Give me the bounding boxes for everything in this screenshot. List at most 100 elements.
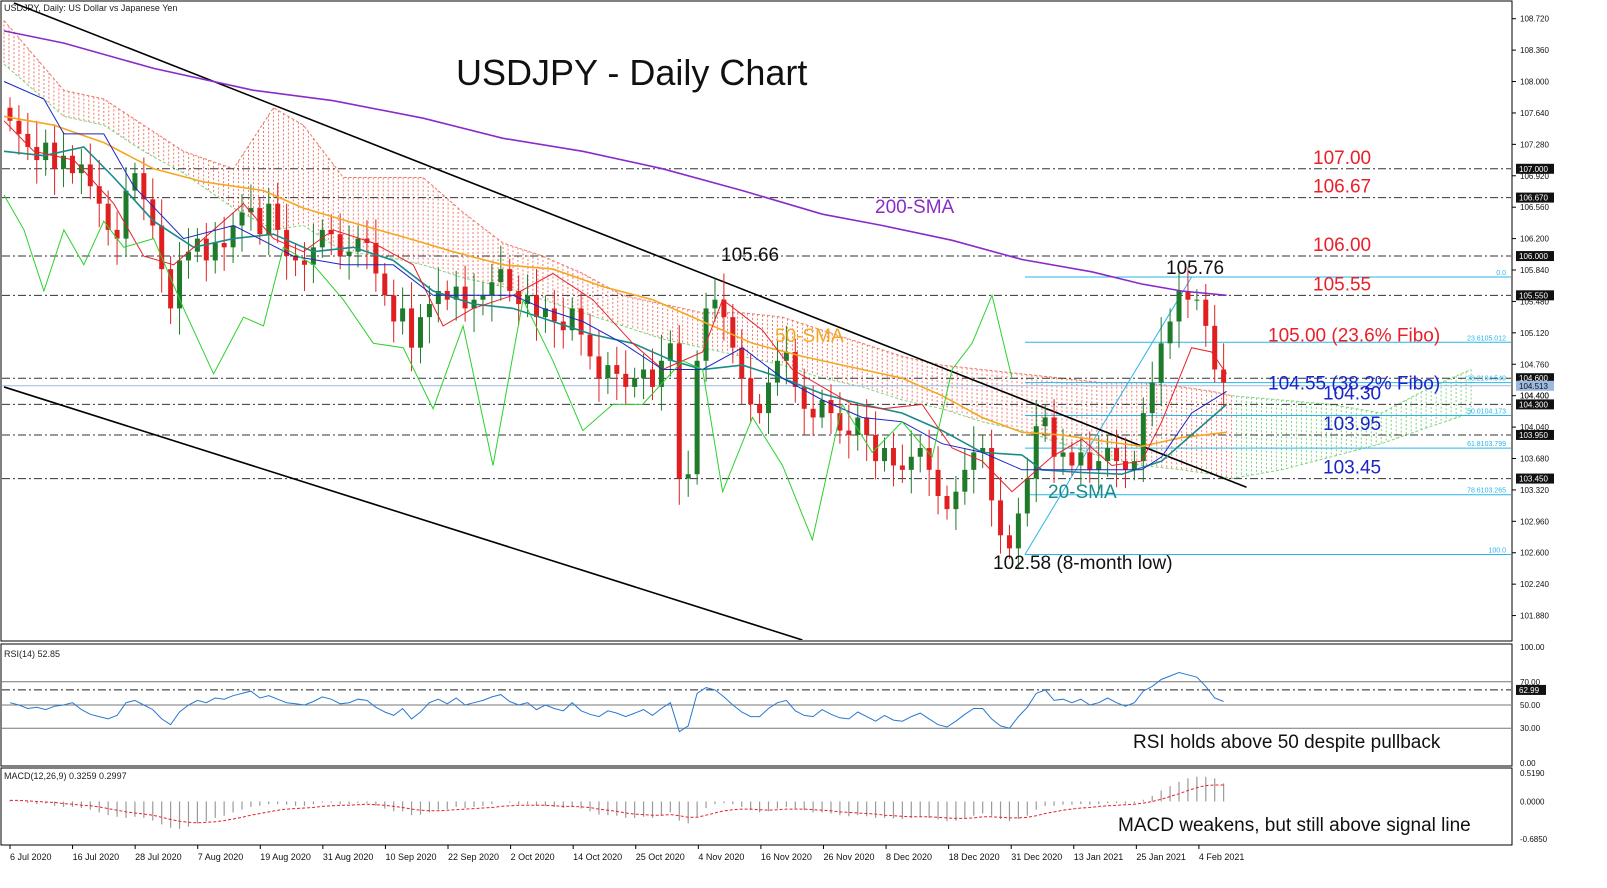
price-tick-label: 106.560 [1520, 203, 1549, 212]
candle-body [1087, 452, 1093, 470]
macd-frame [0, 767, 1513, 846]
price-tick-label: 104.040 [1520, 423, 1549, 432]
fib-label-78.6: 78.6103.265 [1467, 488, 1506, 495]
candle-body [123, 190, 129, 239]
candle-body [400, 308, 406, 322]
ichimoku-cloud [3, 20, 1472, 480]
candle-body [194, 238, 200, 252]
candle-body [605, 365, 611, 379]
senkou-future-b [1231, 412, 1472, 480]
date-label: 25 Jan 2021 [1136, 852, 1186, 862]
sma50-label: 50-SMA [775, 326, 844, 347]
candle-body [346, 251, 352, 257]
sma20-label: 20-SMA [1048, 482, 1117, 503]
price-tick-label: 103.680 [1520, 454, 1549, 463]
candle-body [507, 269, 513, 291]
date-label: 4 Nov 2020 [698, 852, 744, 862]
fib-label-50.0: 50.0104.173 [1467, 408, 1506, 415]
high-label-105-66: 105.66 [721, 245, 779, 266]
candle-body [1051, 417, 1057, 457]
candle-body [551, 308, 557, 322]
candle-body [1158, 343, 1164, 383]
candle-body [1212, 325, 1218, 370]
price-box [1516, 373, 1554, 384]
candle-body [462, 286, 468, 309]
price-box [1516, 429, 1554, 440]
candle-body [275, 203, 281, 230]
candle-body [998, 500, 1004, 536]
level-annotation-5: 104.55 (38.2% Fibo) [1268, 374, 1440, 395]
candle-body [248, 208, 254, 213]
candle-body [917, 448, 923, 457]
candle-body [221, 242, 227, 248]
candle-body [792, 352, 798, 387]
date-label: 22 Sep 2020 [448, 852, 499, 862]
candle-body [480, 295, 486, 300]
candle-body [1060, 452, 1066, 457]
candle-body [676, 343, 682, 479]
price-box-label: 103.950 [1519, 431, 1548, 440]
candle-body [284, 229, 290, 257]
candle-body [382, 273, 388, 296]
fib-label-38.2: 38.2104.549 [1467, 376, 1506, 383]
candle-body [757, 404, 763, 414]
candle-body [355, 238, 361, 252]
candle-body [748, 378, 754, 405]
price-extra-label: 104.400 [1520, 392, 1549, 401]
candle-body [417, 317, 423, 348]
candle-body [569, 308, 575, 331]
candle-body [1006, 535, 1012, 549]
date-label: 19 Aug 2020 [260, 852, 311, 862]
candle-body [935, 469, 941, 497]
price-box [1516, 251, 1554, 262]
candle-body [489, 282, 495, 296]
candle-body [257, 208, 263, 235]
candle-body [1203, 299, 1209, 326]
candle-body [25, 133, 31, 147]
candle-body [641, 369, 647, 379]
candle-body [1114, 448, 1120, 462]
candle-body [1033, 426, 1039, 479]
candle-body [828, 400, 834, 414]
rsi-tick-label: 70.00 [1520, 678, 1541, 687]
date-label: 16 Jul 2020 [73, 852, 120, 862]
candle-body [69, 155, 75, 174]
main-plot: 0.0 23.6105.012 38.2104.549 50.0104.173 61.8… [2, 2, 1511, 640]
price-tick-label: 104.400 [1520, 392, 1549, 401]
candle-body [944, 496, 950, 510]
fib-label-23.6: 23.6105.012 [1467, 335, 1506, 342]
candle-body [533, 295, 539, 318]
candle-body [293, 256, 299, 261]
senkou-future-a [1231, 369, 1472, 414]
candle-body [971, 452, 977, 470]
rsi-tick-label: 30.00 [1520, 724, 1541, 733]
candle-body [328, 229, 334, 235]
senkou-b [3, 63, 1232, 480]
candle-body [810, 408, 816, 418]
candle-body [658, 360, 664, 387]
candle-body [168, 269, 174, 309]
price-tick-label: 102.240 [1520, 580, 1549, 589]
candle-body [908, 456, 914, 470]
candle-body [560, 321, 566, 331]
macd-tick-label: 0.0000 [1520, 797, 1545, 806]
candle-body [337, 234, 343, 257]
candle-body [426, 304, 432, 318]
price-tick-label: 107.640 [1520, 109, 1549, 118]
candle-body [114, 229, 120, 239]
rsi-header: RSI(14) 52.85 [4, 649, 60, 659]
candle-body [899, 465, 905, 470]
candle-body [1069, 452, 1075, 466]
date-label: 18 Dec 2020 [949, 852, 1000, 862]
low-label: 102.58 (8-month low) [993, 553, 1173, 574]
candle-body [1167, 321, 1173, 344]
price-tick-label: 107.280 [1520, 140, 1549, 149]
candle-body [43, 142, 49, 161]
chart-title: USDJPY - Daily Chart [456, 52, 807, 93]
candle-body [846, 430, 852, 435]
candle-body [435, 290, 441, 305]
candle-body [1194, 299, 1200, 301]
date-axis: 6 Jul 2020 16 Jul 2020 28 Jul 2020 7 Aug 20… [9, 845, 1244, 862]
sma200-label: 200-SMA [875, 197, 955, 218]
